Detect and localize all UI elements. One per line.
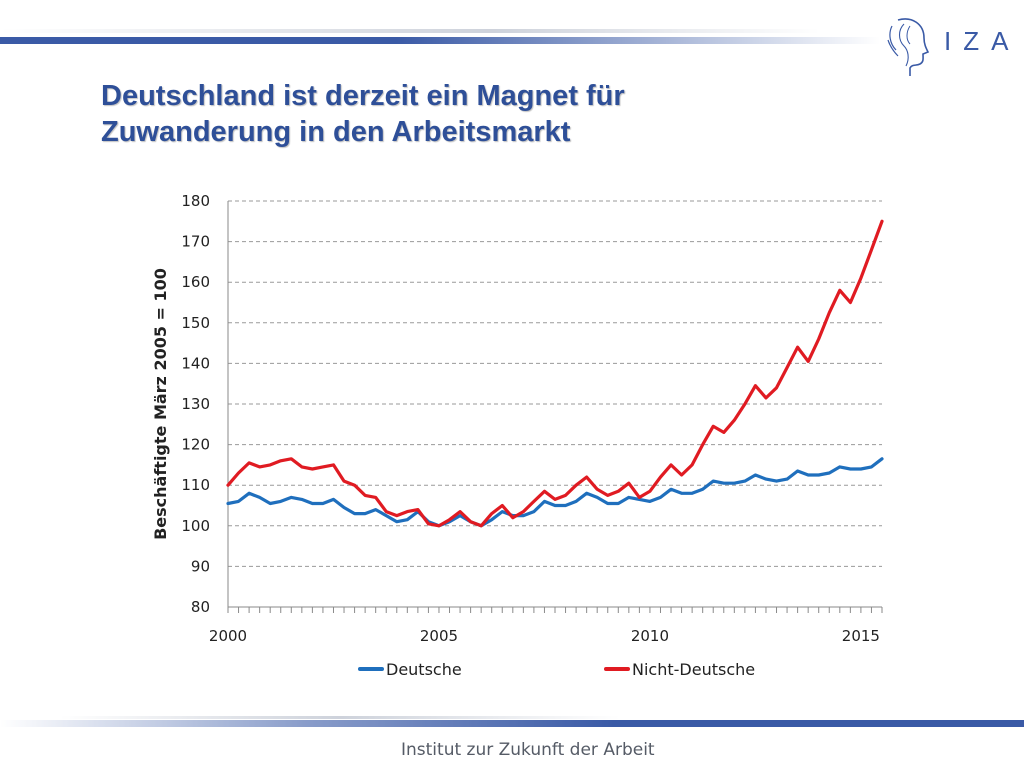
y-tick-label: 150 xyxy=(181,314,210,332)
x-tick-label: 2010 xyxy=(631,627,669,645)
iza-head-logo-icon xyxy=(887,18,930,76)
y-tick-label: 160 xyxy=(181,273,210,291)
y-tick-label: 120 xyxy=(181,436,210,454)
page-title: Deutschland ist derzeit ein Magnet für Z… xyxy=(101,78,861,150)
title-line-2: Zuwanderung in den Arbeitsmarkt xyxy=(101,116,571,148)
logo-text: IZA xyxy=(944,26,1021,56)
header-accent-line xyxy=(0,29,820,33)
series-line-nicht-deutsche xyxy=(226,219,884,528)
legend-label: Nicht-Deutsche xyxy=(632,660,755,679)
footer-text: Institut zur Zukunft der Arbeit xyxy=(401,740,655,760)
footer-bar xyxy=(0,720,1024,727)
legend-label: Deutsche xyxy=(386,660,462,679)
x-tick-label: 2000 xyxy=(209,627,247,645)
y-tick-label: 110 xyxy=(181,476,210,494)
y-tick-label: 130 xyxy=(181,395,210,413)
y-tick-label: 100 xyxy=(181,517,210,535)
series-line-deutsche xyxy=(226,457,884,528)
y-tick-label: 80 xyxy=(191,598,210,616)
footer-accent-line xyxy=(60,716,620,719)
gridlines xyxy=(228,200,882,567)
y-axis-label: Beschäftigte März 2005 = 100 xyxy=(151,268,170,540)
header-bar xyxy=(0,37,880,44)
y-tick-label: 180 xyxy=(181,192,210,210)
y-tick-label: 170 xyxy=(181,233,210,251)
x-tick-label: 2005 xyxy=(420,627,458,645)
title-line-1: Deutschland ist derzeit ein Magnet für xyxy=(101,80,625,112)
legend-item-nicht-deutsche: Nicht-Deutsche xyxy=(604,660,755,679)
y-tick-label: 90 xyxy=(191,557,210,575)
legend-item-deutsche: Deutsche xyxy=(358,660,462,679)
x-tick-label: 2015 xyxy=(842,627,880,645)
axes: 80 90 100 110 120 130 140 150 160 170 180 2000 2005 2… xyxy=(181,192,883,645)
y-tick-label: 140 xyxy=(181,354,210,372)
legend: Deutsche Nicht-Deutsche xyxy=(358,660,755,679)
series-lines xyxy=(226,219,884,528)
